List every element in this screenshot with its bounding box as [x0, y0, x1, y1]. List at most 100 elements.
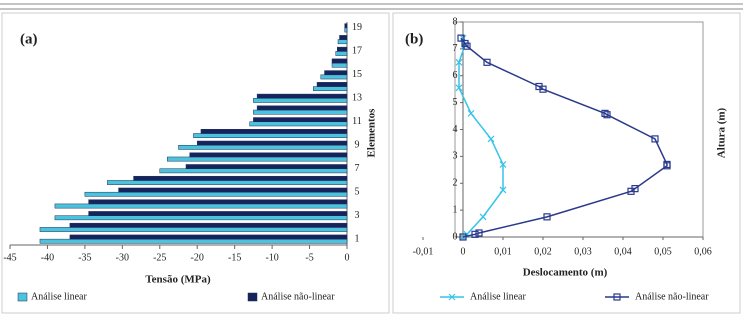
marker-square — [471, 230, 479, 238]
legend-label: Análise não-linear — [261, 291, 335, 302]
bar — [159, 168, 348, 174]
y-tick-label: 13 — [352, 93, 362, 104]
marker-square — [461, 39, 469, 48]
marker — [601, 109, 609, 117]
bar — [200, 129, 348, 134]
y-axis-title: Elementos — [366, 108, 378, 158]
x-tick-label: -35 — [78, 252, 91, 263]
marker-stroke — [487, 135, 495, 143]
bar — [185, 164, 348, 169]
bar — [88, 211, 348, 216]
bar — [69, 234, 348, 240]
marker — [487, 135, 495, 143]
marker-square — [535, 82, 543, 91]
legend-swatch — [247, 292, 258, 302]
marker-square — [483, 58, 491, 66]
bar — [320, 74, 348, 80]
marker-stroke — [455, 84, 463, 92]
bar — [253, 98, 348, 103]
marker — [467, 109, 475, 117]
marker — [603, 111, 611, 119]
y-tick-label: 1 — [453, 204, 458, 215]
bar — [253, 117, 348, 123]
marker-square — [601, 109, 609, 117]
bar — [313, 86, 348, 92]
bar — [189, 152, 348, 158]
marker — [448, 293, 456, 301]
bar — [193, 133, 348, 138]
marker — [483, 58, 491, 66]
bar — [39, 227, 348, 232]
y-tick-label: 9 — [355, 140, 360, 151]
marker-square — [663, 160, 671, 169]
panel-frame — [392, 12, 741, 314]
x-tick-label: 0 — [345, 252, 350, 263]
bar — [337, 46, 348, 52]
y-tick-label: 15 — [352, 69, 362, 80]
x-tick-label: -20 — [191, 252, 204, 263]
bar — [54, 203, 348, 209]
x-tick-label: 0,04 — [614, 246, 632, 257]
x-tick-label: -45 — [3, 252, 16, 263]
x-axis-title: Tensão (MPa) — [145, 274, 211, 286]
y-tick-label: 7 — [453, 43, 458, 54]
y-tick-label: 4 — [453, 124, 458, 135]
marker — [459, 233, 467, 241]
y-tick-label: 0 — [453, 231, 458, 242]
y-tick-label: 1 — [355, 233, 360, 244]
y-tick-label: 11 — [352, 116, 362, 127]
x-tick-label: 0,02 — [534, 246, 552, 257]
marker — [663, 160, 671, 169]
bar — [69, 222, 348, 228]
bar — [316, 82, 348, 87]
bar — [249, 121, 348, 127]
marker — [543, 213, 551, 221]
marker — [455, 58, 463, 66]
y-axis-title: Altura (m) — [716, 107, 728, 158]
bar — [344, 23, 348, 29]
marker-stroke — [499, 186, 507, 194]
bar — [88, 199, 348, 205]
bar — [107, 180, 348, 185]
marker-square — [651, 135, 659, 143]
x-tick-label: 0,03 — [574, 246, 592, 257]
bar — [133, 175, 348, 181]
y-tick-label: 17 — [352, 46, 362, 57]
x-tick-label: -40 — [41, 252, 54, 263]
marker — [499, 186, 507, 194]
series-line — [460, 37, 668, 238]
x-tick-label: -15 — [228, 252, 241, 263]
x-tick-label: -0,01 — [413, 246, 434, 257]
marker — [457, 34, 465, 42]
y-tick-label: 8 — [453, 16, 458, 27]
bar — [253, 109, 348, 115]
marker — [535, 82, 543, 91]
panel-label: (a) — [20, 31, 38, 47]
bar — [256, 93, 348, 99]
marker-stroke — [455, 58, 463, 66]
x-tick-label: -30 — [116, 252, 129, 263]
x-tick-label: 0,06 — [694, 246, 712, 257]
bar — [344, 27, 348, 33]
y-tick-label: 5 — [453, 97, 458, 108]
y-tick-label: 2 — [453, 178, 458, 189]
legend-label: Análise não-linear — [635, 291, 709, 302]
bar — [54, 215, 348, 221]
marker — [471, 230, 479, 238]
marker — [499, 161, 507, 168]
y-tick-label: 3 — [453, 151, 458, 162]
marker-square — [475, 229, 483, 237]
bar — [331, 58, 348, 64]
x-tick-label: -10 — [265, 252, 278, 263]
legend-label: Análise linear — [31, 291, 87, 302]
x-tick-label: 0,01 — [494, 246, 512, 257]
bar — [84, 191, 348, 197]
bar — [118, 187, 348, 193]
marker — [631, 185, 639, 193]
bar — [256, 105, 348, 111]
marker-stroke — [459, 34, 467, 42]
marker-square — [613, 293, 621, 301]
x-tick-label: 0,05 — [654, 246, 672, 257]
